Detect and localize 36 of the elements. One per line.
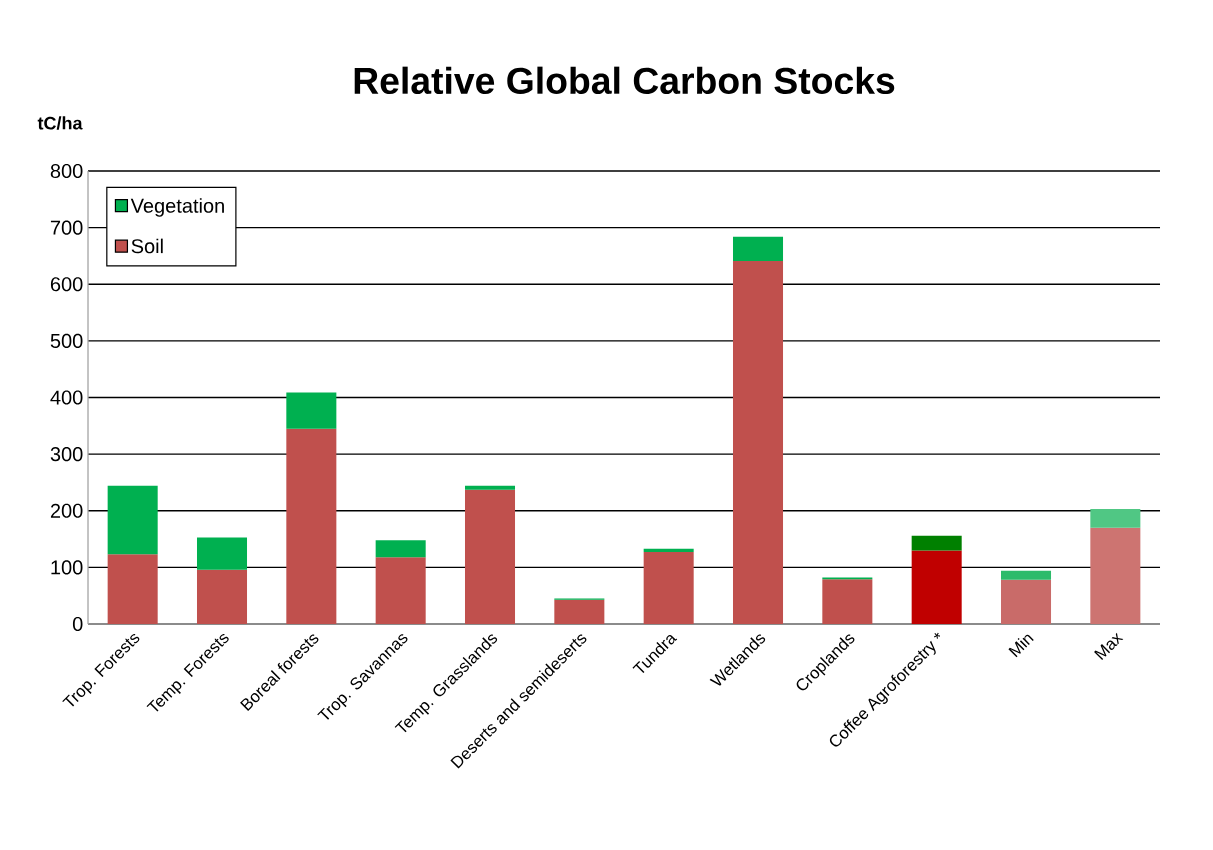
bar bbox=[375, 557, 426, 625]
bar bbox=[196, 537, 248, 570]
bar bbox=[643, 552, 694, 625]
y-tick-label: 700 bbox=[50, 220, 83, 235]
bar bbox=[732, 261, 784, 625]
bar bbox=[107, 485, 158, 555]
x-tick-label: Max bbox=[1094, 632, 1124, 661]
bar bbox=[554, 599, 605, 625]
bar bbox=[286, 428, 337, 625]
legend-label: Vegetation bbox=[130, 198, 224, 217]
bar bbox=[107, 554, 158, 625]
bar bbox=[375, 540, 426, 558]
bar bbox=[1090, 527, 1141, 625]
bar bbox=[911, 550, 962, 625]
bar bbox=[286, 392, 337, 429]
bar bbox=[732, 236, 784, 262]
y-tick-label: 400 bbox=[50, 390, 83, 405]
bar bbox=[196, 569, 248, 625]
y-tick-label: 100 bbox=[51, 560, 83, 575]
chart-title: Relative Global Carbon Stocks bbox=[354, 66, 895, 95]
bar bbox=[464, 489, 516, 625]
y-tick-label: 800 bbox=[50, 163, 83, 179]
legend-label: Soil bbox=[131, 238, 163, 254]
bar bbox=[1001, 579, 1052, 625]
y-tick-label: 200 bbox=[50, 503, 83, 518]
bar bbox=[1001, 570, 1052, 580]
x-tick-label: Min bbox=[1008, 634, 1034, 658]
y-tick-label: 300 bbox=[50, 447, 83, 462]
y-axis-title: tC/ha bbox=[37, 116, 83, 130]
y-tick-label: 500 bbox=[50, 333, 83, 348]
bar bbox=[822, 579, 873, 625]
y-tick-label: 0 bbox=[72, 616, 83, 632]
bar bbox=[464, 485, 516, 490]
y-tick-label: 600 bbox=[50, 277, 83, 292]
bar bbox=[1090, 509, 1141, 528]
bar bbox=[911, 535, 962, 551]
